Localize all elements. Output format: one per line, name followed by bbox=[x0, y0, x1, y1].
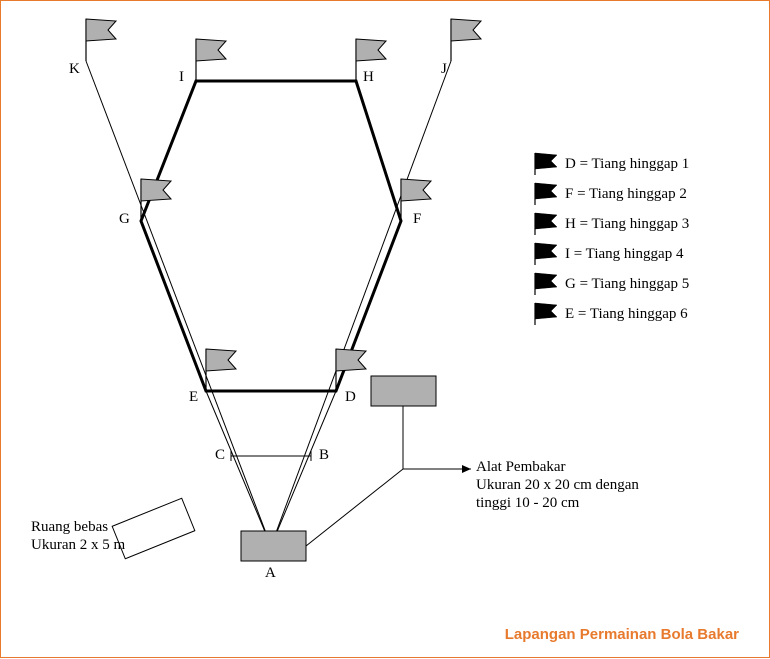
legend-row: F = Tiang hinggap 2 bbox=[531, 181, 687, 207]
legend-text: G = Tiang hinggap 5 bbox=[565, 276, 689, 293]
legend-row: G = Tiang hinggap 5 bbox=[531, 271, 689, 297]
label-G: G bbox=[119, 211, 130, 228]
flag-icon bbox=[531, 181, 559, 207]
legend-text: D = Tiang hinggap 1 bbox=[565, 156, 689, 173]
flag-icon bbox=[531, 241, 559, 267]
flag-icon bbox=[531, 301, 559, 327]
ruang-bebas-line1: Ruang bebas bbox=[31, 519, 108, 536]
diagram-frame: A B C D E F G H I J K Ruang bebas Ukuran… bbox=[0, 0, 770, 658]
legend-row: E = Tiang hinggap 6 bbox=[531, 301, 688, 327]
legend-row: H = Tiang hinggap 3 bbox=[531, 211, 689, 237]
ruang-bebas-line2: Ukuran 2 x 5 m bbox=[31, 537, 125, 554]
diagram-svg bbox=[1, 1, 770, 659]
label-D: D bbox=[345, 389, 356, 406]
label-A: A bbox=[265, 565, 276, 582]
label-I: I bbox=[179, 69, 184, 86]
alat-line3: tinggi 10 - 20 cm bbox=[476, 495, 579, 512]
flag-icon bbox=[531, 211, 559, 237]
label-F: F bbox=[413, 211, 421, 228]
flag-icon bbox=[531, 271, 559, 297]
label-K: K bbox=[69, 61, 80, 78]
legend-text: I = Tiang hinggap 4 bbox=[565, 246, 683, 263]
legend-text: H = Tiang hinggap 3 bbox=[565, 216, 689, 233]
label-E: E bbox=[189, 389, 198, 406]
caption: Lapangan Permainan Bola Bakar bbox=[505, 626, 739, 643]
label-C: C bbox=[215, 447, 225, 464]
alat-line1: Alat Pembakar bbox=[476, 459, 566, 476]
alat-line2: Ukuran 20 x 20 cm dengan bbox=[476, 477, 639, 494]
legend-text: F = Tiang hinggap 2 bbox=[565, 186, 687, 203]
label-B: B bbox=[319, 447, 329, 464]
legend-row: I = Tiang hinggap 4 bbox=[531, 241, 683, 267]
legend-text: E = Tiang hinggap 6 bbox=[565, 306, 688, 323]
label-H: H bbox=[363, 69, 374, 86]
flag-icon bbox=[531, 151, 559, 177]
legend-row: D = Tiang hinggap 1 bbox=[531, 151, 689, 177]
label-J: J bbox=[441, 61, 447, 78]
